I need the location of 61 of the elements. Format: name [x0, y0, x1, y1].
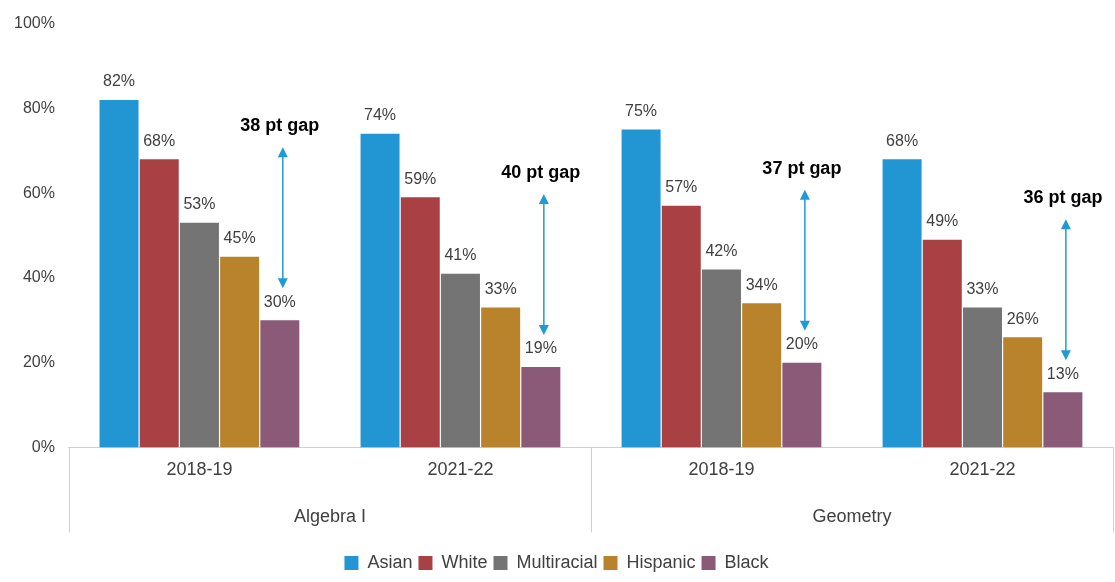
data-label: 26% — [1006, 309, 1039, 327]
x-tick-label: 2021-22 — [427, 459, 494, 480]
y-tick-label: 40% — [22, 268, 55, 286]
bar — [481, 307, 521, 448]
data-label: 42% — [705, 241, 738, 259]
bar — [139, 159, 179, 448]
legend-label: Black — [724, 551, 770, 572]
y-tick-label: 60% — [22, 183, 55, 201]
data-label: 19% — [524, 339, 557, 357]
bar — [922, 239, 962, 448]
data-label: 74% — [364, 106, 397, 124]
data-label: 30% — [263, 292, 296, 310]
y-tick-label: 80% — [22, 98, 55, 116]
annotation: 36 pt gap — [1023, 187, 1103, 208]
bar — [701, 269, 741, 448]
text: Geometry — [812, 506, 892, 527]
annotation: 37 pt gap — [762, 157, 842, 178]
x-tick-label: 2018-19 — [688, 459, 755, 480]
data-label: 33% — [484, 279, 517, 297]
legend-label: Multiracial — [516, 551, 598, 572]
annotation: 38 pt gap — [240, 115, 320, 136]
bar — [1043, 392, 1083, 448]
legend-label: Hispanic — [626, 551, 696, 572]
bar — [260, 320, 300, 448]
x-tick-label: 2018-19 — [166, 459, 233, 480]
bar — [742, 303, 782, 448]
bar — [400, 197, 440, 448]
y-tick-label: 20% — [22, 353, 55, 371]
data-label: 82% — [103, 72, 136, 90]
data-label: 57% — [665, 178, 698, 196]
y-tick-label: 100% — [14, 14, 55, 32]
data-label: 33% — [966, 279, 999, 297]
data-label: 68% — [886, 131, 919, 149]
annotation: 40 pt gap — [501, 161, 581, 182]
bar — [782, 362, 822, 448]
legend-label: Asian — [367, 551, 413, 572]
legend-label: White — [441, 551, 488, 572]
data-label: 41% — [444, 246, 477, 264]
bar — [1003, 337, 1043, 448]
data-label: 20% — [785, 335, 818, 353]
data-label: 53% — [183, 195, 216, 213]
bar — [661, 205, 701, 448]
bar — [220, 256, 260, 448]
bar — [179, 222, 219, 448]
data-label: 59% — [404, 169, 437, 187]
bar — [360, 133, 400, 448]
data-label: 34% — [745, 275, 778, 293]
text: Algebra I — [293, 506, 366, 527]
bar — [521, 366, 561, 448]
y-tick-label: 0% — [31, 437, 55, 455]
bar — [621, 129, 661, 448]
data-label: 13% — [1046, 364, 1079, 382]
bar — [882, 159, 922, 448]
data-label: 49% — [926, 212, 959, 230]
x-tick-label: 2021-22 — [949, 459, 1016, 480]
data-label: 75% — [625, 101, 658, 119]
bar — [963, 307, 1002, 448]
data-label: 68% — [143, 131, 176, 149]
data-label: 45% — [223, 229, 256, 247]
bar — [99, 99, 139, 448]
bar — [440, 273, 480, 448]
